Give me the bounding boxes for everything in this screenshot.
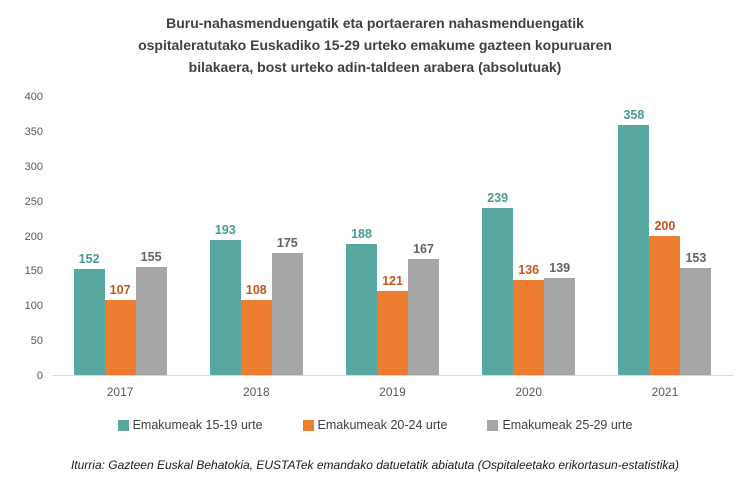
legend-swatch-icon: [302, 419, 314, 431]
x-tick-label: 2019: [379, 385, 406, 399]
bar-value-label: 108: [245, 282, 267, 297]
x-tick-label: 2020: [515, 385, 543, 399]
x-axis-labels: 2017 2018 2019 2020 2021: [52, 385, 733, 399]
y-tick-label: 150: [24, 265, 43, 278]
legend-label: Emakumeak 15-19 urte: [132, 418, 263, 432]
bar-value-label: 152: [78, 251, 100, 266]
bar-value-label: 193: [214, 223, 236, 238]
legend-swatch-icon: [117, 419, 129, 431]
source-note: Iturria: Gazteen Euskal Behatokia, EUSTA…: [70, 458, 680, 472]
bar-group-2019: 188 121 167: [324, 97, 460, 375]
bar-value-label: 136: [518, 263, 540, 278]
y-tick-label: 400: [24, 91, 43, 103]
legend-label: Emakumeak 20-24 urte: [317, 418, 448, 432]
bar-group-2018: 193 108 175: [188, 97, 324, 375]
bar: 167: [408, 242, 439, 375]
bar: 155: [135, 250, 167, 375]
bar: 175: [271, 236, 303, 375]
bar-groups: 152 107 155 193 108 175 188 121 167 239 136 139 358 2…: [52, 97, 733, 375]
chart-title-line-1: Buru-nahasmenduengatik eta portaeraren n…: [166, 15, 584, 31]
bar-group-2020: 239 136 139: [461, 97, 597, 375]
chart-title: Buru-nahasmenduengatik eta portaeraren n…: [55, 12, 695, 78]
legend-item: Emakumeak 20-24 urte: [302, 418, 448, 432]
bar: 136: [513, 263, 545, 375]
bar: 152: [73, 252, 105, 375]
plot-area: 0 50 100 150 200 250 300 350 400 152 107 155 193 108…: [25, 91, 733, 382]
bar-value-label: 139: [549, 261, 571, 276]
chart-title-line-2: ospitaleratutako Euskadiko 15-29 urteko …: [138, 37, 612, 53]
bar: 200: [649, 219, 681, 375]
bar-value-label: 153: [685, 251, 707, 266]
bar: 139: [544, 261, 576, 375]
y-tick-label: 50: [30, 335, 43, 348]
y-tick-label: 300: [24, 160, 43, 173]
bar: 358: [618, 108, 650, 375]
bar-value-label: 107: [109, 283, 131, 298]
y-tick-label: 0: [36, 370, 43, 382]
bar-value-label: 200: [654, 218, 676, 233]
bar: 107: [104, 283, 136, 375]
bar: 153: [680, 251, 712, 375]
bar-value-label: 188: [351, 226, 372, 241]
bar: 193: [209, 223, 241, 375]
bar-value-label: 358: [623, 108, 645, 123]
legend: Emakumeak 15-19 urte Emakumeak 20-24 urte…: [0, 418, 750, 432]
legend-item: Emakumeak 15-19 urte: [117, 418, 263, 432]
bar-value-label: 121: [382, 273, 403, 288]
bar-group-2017: 152 107 155: [52, 97, 188, 375]
legend-swatch-icon: [487, 419, 499, 431]
x-tick-label: 2017: [106, 385, 134, 399]
bar: 108: [240, 283, 272, 375]
bar-value-label: 175: [276, 235, 298, 250]
y-tick-label: 350: [24, 125, 43, 138]
bar: 239: [482, 191, 514, 375]
bar-value-label: 167: [413, 241, 434, 256]
x-tick-label: 2018: [242, 385, 270, 399]
y-tick-label: 100: [24, 300, 43, 313]
x-tick-label: 2021: [651, 385, 679, 399]
y-axis: 0 50 100 150 200 250 300 350 400: [25, 91, 733, 382]
bar-group-2021: 358 200 153: [597, 97, 733, 375]
y-tick-label: 200: [24, 230, 43, 243]
bar: 188: [346, 227, 377, 375]
bar-value-label: 155: [140, 249, 162, 264]
y-tick-label: 250: [24, 195, 43, 208]
chart-title-line-3: bilakaera, bost urteko adin-taldeen arab…: [188, 59, 562, 75]
legend-item: Emakumeak 25-29 urte: [487, 418, 632, 432]
bar-value-label: 239: [487, 191, 509, 206]
legend-label: Emakumeak 25-29 urte: [502, 418, 633, 432]
bar: 121: [377, 274, 408, 375]
